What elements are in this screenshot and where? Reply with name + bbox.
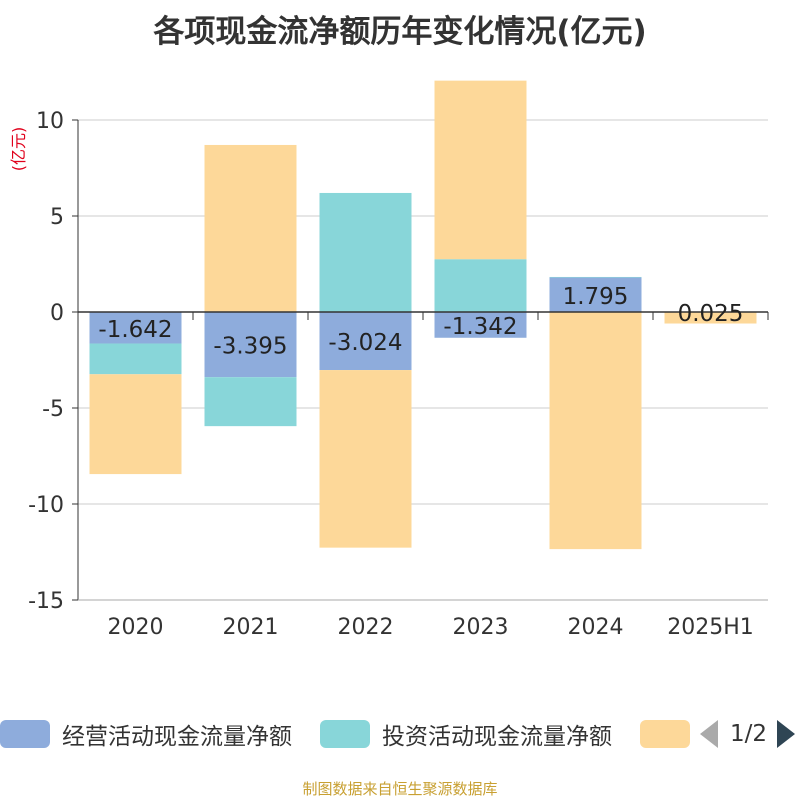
- legend-label-operating: 经营活动现金流量净额: [62, 724, 292, 750]
- y-tick-label: 0: [50, 301, 64, 326]
- legend-label-investing: 投资活动现金流量净额: [382, 724, 612, 750]
- legend-swatch-operating: [0, 720, 50, 748]
- bar-segment-s1-2023: [434, 259, 527, 312]
- legend: 经营活动现金流量净额 投资活动现金流量净额 1/2: [0, 712, 800, 756]
- data-label: 0.025: [678, 301, 744, 327]
- legend-swatch-financing: [640, 720, 690, 748]
- bar-segment-s0-2021: [204, 312, 297, 378]
- bars: [89, 80, 757, 550]
- bar-segment-s2-2020: [89, 374, 182, 475]
- legend-page-indicator: 1/2: [730, 721, 768, 747]
- data-label: -3.395: [213, 334, 287, 360]
- y-tick-label: -10: [28, 493, 64, 518]
- y-tick-label: 5: [50, 205, 64, 230]
- bar-chart: 10 5 0 -5 -10 -15 2020 2021 2022 2023 2024 2025H1 -…: [28, 80, 769, 640]
- y-tick-label: -15: [28, 589, 64, 614]
- axes: 10 5 0 -5 -10 -15 2020 2021 2022 2023 2024 2025H1: [28, 109, 769, 640]
- x-tick-label: 2021: [223, 615, 279, 640]
- legend-item-investing[interactable]: 投资活动现金流量净额: [320, 718, 612, 750]
- bar-segment-s0-2024: [549, 277, 642, 312]
- legend-item-operating[interactable]: 经营活动现金流量净额: [0, 718, 292, 750]
- source-footer: 制图数据来自恒生聚源数据库: [302, 780, 498, 798]
- bar-segment-s0-2022: [319, 312, 412, 371]
- bar-segment-s0-2020: [89, 312, 182, 344]
- x-tick-label: 2024: [568, 615, 624, 640]
- data-label: -1.342: [443, 314, 517, 340]
- next-page-icon[interactable]: [777, 720, 796, 748]
- bar-segment-s2-2025H1: [664, 312, 757, 324]
- x-tick-label: 2023: [453, 615, 509, 640]
- bar-segment-s1-2024: [549, 276, 642, 278]
- legend-swatch-investing: [320, 720, 370, 748]
- legend-item-financing[interactable]: [640, 718, 690, 750]
- data-labels: -1.642 -3.395 -3.024 -1.342 1.795 0.025: [98, 284, 743, 360]
- bar-segment-s1-2021: [204, 377, 297, 427]
- legend-pager: 1/2: [700, 718, 796, 750]
- data-label: -1.642: [98, 317, 172, 343]
- bar-segment-s2-2022: [319, 370, 412, 548]
- data-label: -3.024: [328, 330, 402, 356]
- x-tick-label: 2020: [108, 615, 164, 640]
- bar-segment-s1-2022: [319, 192, 412, 312]
- x-tick-label: 2025H1: [667, 615, 754, 640]
- prev-page-icon[interactable]: [700, 720, 718, 748]
- bar-segment-s1-2020: [89, 343, 182, 375]
- y-tick-label: 10: [36, 109, 64, 134]
- chart-title: 各项现金流净额历年变化情况(亿元): [153, 14, 647, 50]
- bar-segment-s0-2023: [434, 312, 527, 338]
- data-label: 1.795: [563, 284, 629, 310]
- y-tick-label: -5: [42, 397, 64, 422]
- bar-segment-s2-2024: [549, 312, 642, 550]
- bar-segment-s2-2021: [204, 144, 297, 312]
- x-tick-label: 2022: [338, 615, 394, 640]
- grid-lines: [78, 119, 768, 601]
- bar-segment-s2-2023: [434, 80, 527, 260]
